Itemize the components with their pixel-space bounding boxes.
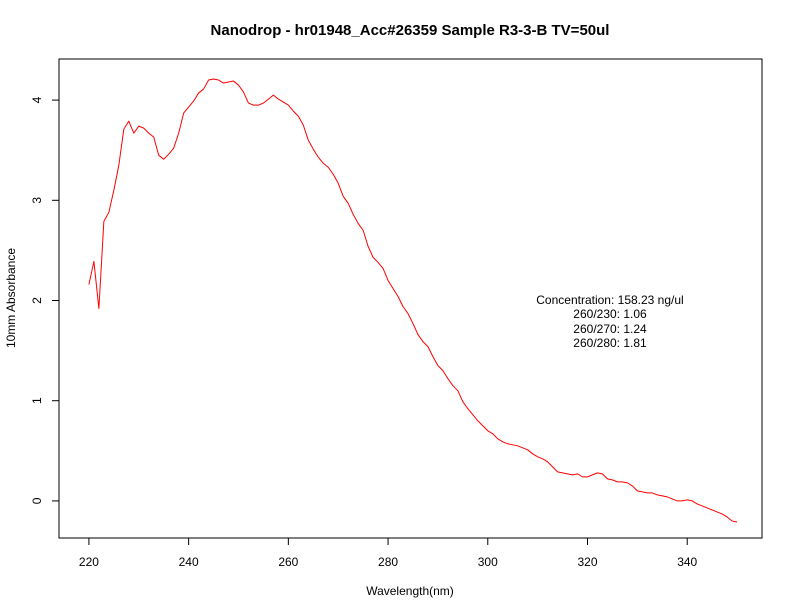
absorbance-series-line: [88, 78, 738, 523]
x-tick-label: 240: [179, 555, 199, 569]
chart-title: Nanodrop - hr01948_Acc#26359 Sample R3-3…: [211, 22, 610, 39]
x-tick-label: 280: [378, 555, 398, 569]
annotation-260-270: 260/270: 1.24: [573, 322, 647, 336]
x-tick-label: 320: [577, 555, 597, 569]
y-tick-label: 0: [30, 497, 44, 504]
x-tick-label: 220: [79, 555, 99, 569]
concentration-annotations: Concentration: 158.23 ng/ul 260/230: 1.0…: [536, 293, 683, 350]
annotation-concentration: Concentration: 158.23 ng/ul: [536, 293, 683, 307]
y-tick-label: 2: [30, 297, 44, 304]
annotation-260-280: 260/280: 1.81: [573, 336, 647, 350]
y-tick-label: 4: [30, 96, 44, 103]
x-tick-label: 260: [278, 555, 298, 569]
y-tick-label: 1: [30, 397, 44, 404]
y-tick-label: 3: [30, 197, 44, 204]
y-axis-title: 10mm Absorbance: [4, 248, 18, 348]
y-axis: 0 1 2 3 4: [30, 96, 60, 504]
x-tick-label: 340: [677, 555, 697, 569]
annotation-260-230: 260/230: 1.06: [573, 307, 647, 321]
x-axis-title: Wavelength(nm): [366, 584, 454, 598]
x-tick-label: 300: [478, 555, 498, 569]
x-axis: 220 240 260 280 300 320 340: [79, 537, 698, 569]
